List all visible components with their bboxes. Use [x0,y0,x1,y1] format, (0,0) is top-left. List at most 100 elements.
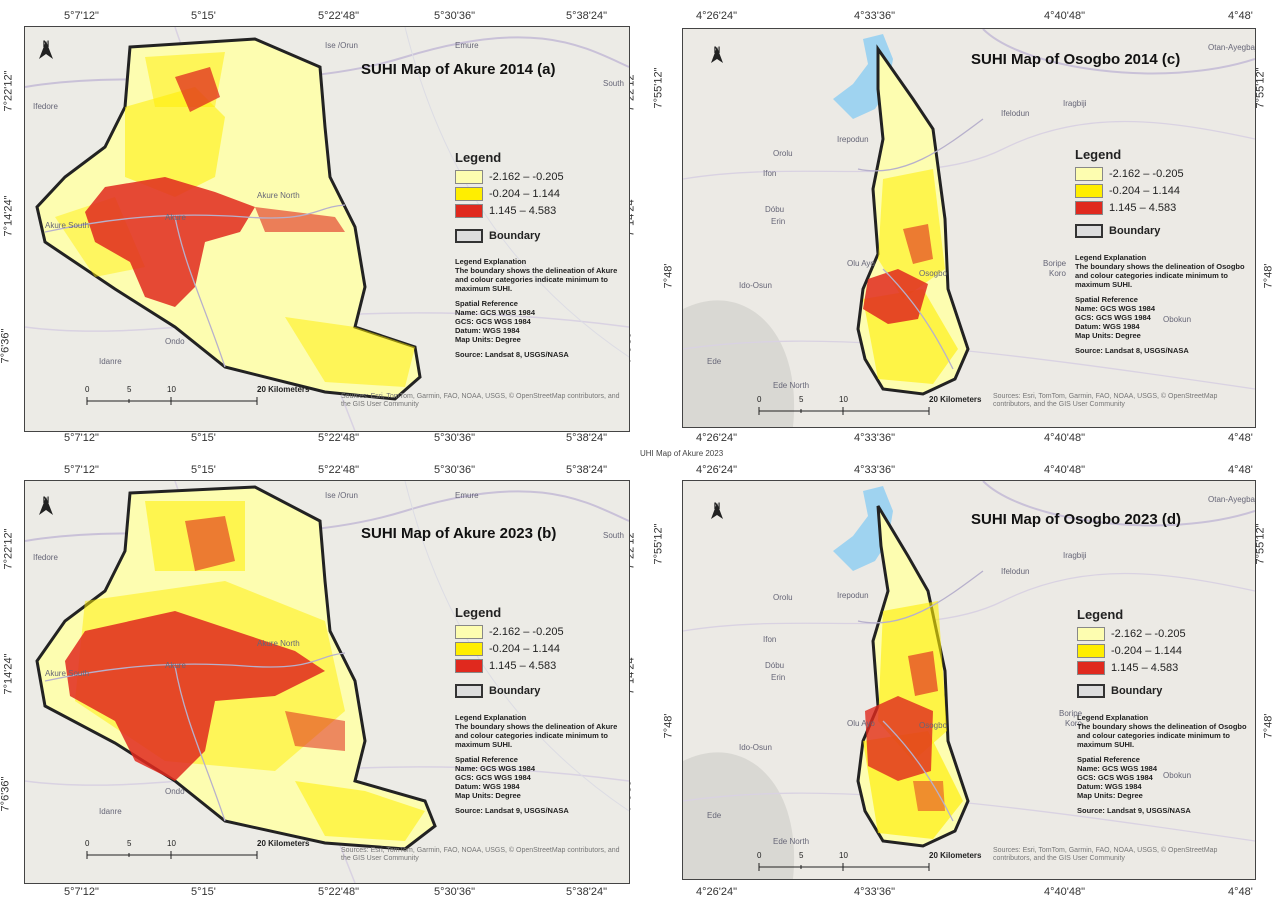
right-coord-2: 7°48' [1262,263,1275,289]
legend-boundary: Boundary [1075,222,1184,239]
legend-boundary: Boundary [455,227,564,244]
center-caption: UHI Map of Akure 2023 [640,449,724,458]
place-label: Emure [455,491,479,500]
legend-swatch-low [455,169,483,184]
legend-explanation: Legend Explanation The boundary shows th… [1077,713,1247,815]
top-coord-4: 5°30'36" [434,464,475,476]
left-coord-1: 7°55'12" [652,523,665,565]
legend-boundary: Boundary [455,682,564,699]
top-coord-1: 4°26'24" [696,10,737,22]
place-label: Ondo [165,337,185,346]
left-coord-2: 7°48' [662,263,675,289]
place-label: Ifedore [33,553,58,562]
legend-boundary: Boundary [1077,682,1186,699]
place-label: Dóbu [765,205,785,214]
place-label: Akure North [257,191,300,200]
legend-class-low: -2.162 – -0.205 [455,168,564,185]
panel-akure-2014: 5°7'12" 5°15' 5°22'48" 5°30'36" 5°38'24"… [0,0,640,450]
top-coord-2: 4°33'36" [854,464,895,476]
legend-swatch-high [1077,660,1105,675]
place-label: Akure North [257,639,300,648]
map-canvas [25,481,629,883]
legend-class-high: 1.145 – 4.583 [1075,199,1184,216]
top-coord-5: 5°38'24" [566,464,607,476]
legend-boundary-swatch [455,228,483,243]
legend-swatch-mid [1077,643,1105,658]
urban-hotspot [863,269,928,324]
bottom-coord-3: 4°40'48" [1044,432,1085,444]
north-arrow: N [707,45,727,63]
bottom-coord-5: 5°38'24" [566,432,607,444]
legend-explanation: Legend Explanation The boundary shows th… [1075,253,1245,355]
place-label: Ifon [763,169,777,178]
map-canvas [683,29,1255,427]
legend-title: Legend [1077,607,1124,622]
place-label: Obokun [1163,771,1192,780]
urban-hotspot [85,177,255,307]
urban-hotspot [65,611,325,781]
panel-osogbo-2014: 4°26'24" 4°33'36" 4°40'48" 4°48' 7°55'12… [648,0,1280,450]
legend: Legend -2.162 – -0.205 -0.204 – 1.144 1.… [1077,607,1186,699]
place-label: Olu Ayo [847,259,875,268]
place-label: Idanre [99,807,122,816]
legend-boundary-swatch [1077,683,1105,698]
place-label: Orolu [773,149,793,158]
north-arrow: N [35,39,57,59]
bottom-coord-1: 5°7'12" [64,432,99,444]
place-label: Ise /Orun [325,491,358,500]
panel-akure-2023: 5°7'12" 5°15' 5°22'48" 5°30'36" 5°38'24"… [0,458,640,908]
top-coord-2: 4°33'36" [854,10,895,22]
top-coord-4: 5°30'36" [434,10,475,22]
place-label: Obokun [1163,315,1192,324]
legend-boundary-swatch [455,683,483,698]
scale-bar-graphic [86,851,258,859]
place-label: Ede North [773,837,810,846]
place-label: Akure [165,661,186,670]
place-label: Ifedore [33,102,58,111]
legend-swatch-low [455,624,483,639]
place-label: Akure [165,213,186,222]
scale-bar-graphic [758,407,930,415]
legend-class-low: -2.162 – -0.205 [1077,625,1186,642]
place-label: Akure South [45,669,90,678]
place-label: Erin [771,673,786,682]
legend-explanation: Legend Explanation The boundary shows th… [455,257,618,359]
bottom-coord-2: 5°15' [191,432,216,444]
place-label: Irepodun [837,591,869,600]
legend-class-mid: -0.204 – 1.144 [1075,182,1184,199]
top-coord-1: 4°26'24" [696,464,737,476]
bottom-coord-1: 5°7'12" [64,886,99,898]
top-coord-2: 5°15' [191,10,216,22]
legend-title: Legend [1075,147,1122,162]
legend-class-high: 1.145 – 4.583 [1077,659,1186,676]
legend-title: Legend [455,605,502,620]
legend-class-high: 1.145 – 4.583 [455,657,564,674]
left-coord-2: 7°14'24" [2,195,15,237]
attribution: Sources: Esri, TomTom, Garmin, FAO, NOAA… [341,847,620,862]
place-label: Otan-Ayegbaju [1208,43,1256,52]
bottom-coord-4: 4°48' [1228,886,1253,898]
bottom-coord-5: 5°38'24" [566,886,607,898]
place-label: Boripe [1043,259,1067,268]
right-coord-2: 7°48' [1262,713,1275,739]
map-canvas [25,27,629,431]
map-canvas [683,481,1255,879]
map-frame: Ise /Orun Emure South Ifedore Akure Nort… [24,480,630,884]
bottom-coord-2: 4°33'36" [854,432,895,444]
legend-class-low: -2.162 – -0.205 [455,623,564,640]
place-label: Boripe [1059,709,1083,718]
bottom-coord-4: 5°30'36" [434,432,475,444]
panel-osogbo-2023: 4°26'24" 4°33'36" 4°40'48" 4°48' 7°55'12… [648,458,1280,908]
place-label: Ede North [773,381,810,390]
attribution: Sources: Esri, TomTom, Garmin, FAO, NOAA… [341,393,620,408]
map-frame: Otan-Ayegbaju Iragbiji Ifelodun Orolu Ir… [682,480,1256,880]
bottom-coord-4: 4°48' [1228,432,1253,444]
top-coord-1: 5°7'12" [64,10,99,22]
place-label: Orolu [773,593,793,602]
top-coord-4: 4°48' [1228,464,1253,476]
legend-class-mid: -0.204 – 1.144 [1077,642,1186,659]
place-label: Otan-Ayegbaju [1208,495,1256,504]
bottom-coord-3: 5°22'48" [318,432,359,444]
north-arrow: N [35,495,57,515]
map-frame: Ise /Orun Emure South Ifedore Akure Nort… [24,26,630,432]
